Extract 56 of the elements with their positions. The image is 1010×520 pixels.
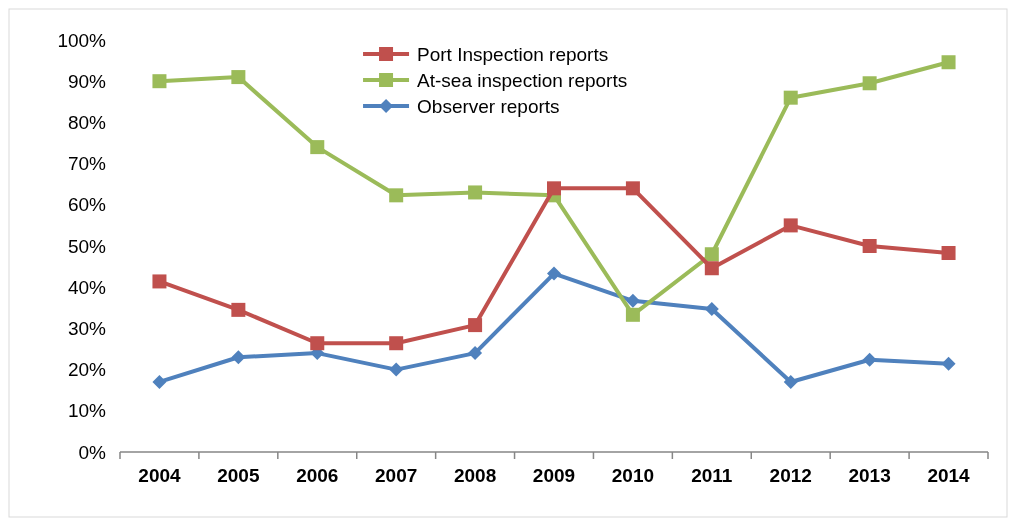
x-tick-label: 2011 bbox=[691, 465, 733, 486]
point bbox=[941, 246, 956, 260]
point bbox=[231, 302, 246, 317]
y-tick-label: 70% bbox=[67, 153, 107, 175]
x-tick-label: 2013 bbox=[848, 465, 891, 486]
y-tick-label: 40% bbox=[67, 276, 107, 298]
x-tick-label: 2004 bbox=[138, 465, 182, 486]
point bbox=[783, 374, 798, 389]
x-tick-label: 2005 bbox=[217, 465, 260, 486]
x-tick-label: 2010 bbox=[611, 465, 655, 486]
point bbox=[152, 274, 167, 289]
point bbox=[389, 188, 404, 203]
point bbox=[310, 140, 325, 155]
y-tick-label: 60% bbox=[67, 194, 107, 216]
point bbox=[862, 352, 877, 367]
point bbox=[152, 74, 167, 89]
point bbox=[468, 185, 483, 200]
x-tick-label: 2006 bbox=[296, 465, 339, 486]
point bbox=[783, 218, 798, 233]
y-tick-label: 30% bbox=[67, 318, 107, 340]
x-tick-label: 2007 bbox=[375, 465, 418, 486]
y-tick-label: 0% bbox=[78, 441, 107, 463]
x-tick-label: 2009 bbox=[532, 465, 576, 486]
point bbox=[310, 336, 325, 351]
y-tick-label: 10% bbox=[67, 400, 107, 422]
point bbox=[389, 362, 404, 377]
point bbox=[231, 70, 246, 85]
point bbox=[783, 90, 798, 105]
x-tick-label: 2012 bbox=[769, 465, 812, 486]
point bbox=[704, 261, 719, 276]
point bbox=[231, 350, 246, 365]
point bbox=[389, 336, 404, 351]
point bbox=[152, 374, 167, 389]
y-tick-label: 20% bbox=[67, 359, 107, 381]
point bbox=[625, 293, 640, 308]
y-tick-label: 80% bbox=[67, 112, 107, 134]
point bbox=[625, 181, 640, 196]
y-tick-label: 50% bbox=[67, 235, 107, 257]
point bbox=[468, 318, 483, 333]
point bbox=[704, 247, 719, 262]
point bbox=[468, 346, 483, 361]
y-tick-label: 100% bbox=[57, 29, 107, 51]
x-tick-label: 2008 bbox=[453, 465, 497, 486]
x-tick-label: 2014 bbox=[927, 465, 971, 486]
y-tick-label: 90% bbox=[67, 70, 107, 92]
point bbox=[547, 181, 561, 196]
point bbox=[704, 302, 719, 317]
point bbox=[625, 307, 640, 322]
point bbox=[862, 76, 877, 91]
legend-label: Port Inspection reports bbox=[417, 43, 609, 65]
legend-label: At-sea inspection reports bbox=[417, 69, 628, 91]
point bbox=[941, 356, 956, 371]
legend-label: Observer reports bbox=[417, 95, 560, 117]
point bbox=[941, 55, 956, 70]
point bbox=[862, 239, 877, 253]
point bbox=[547, 266, 561, 281]
